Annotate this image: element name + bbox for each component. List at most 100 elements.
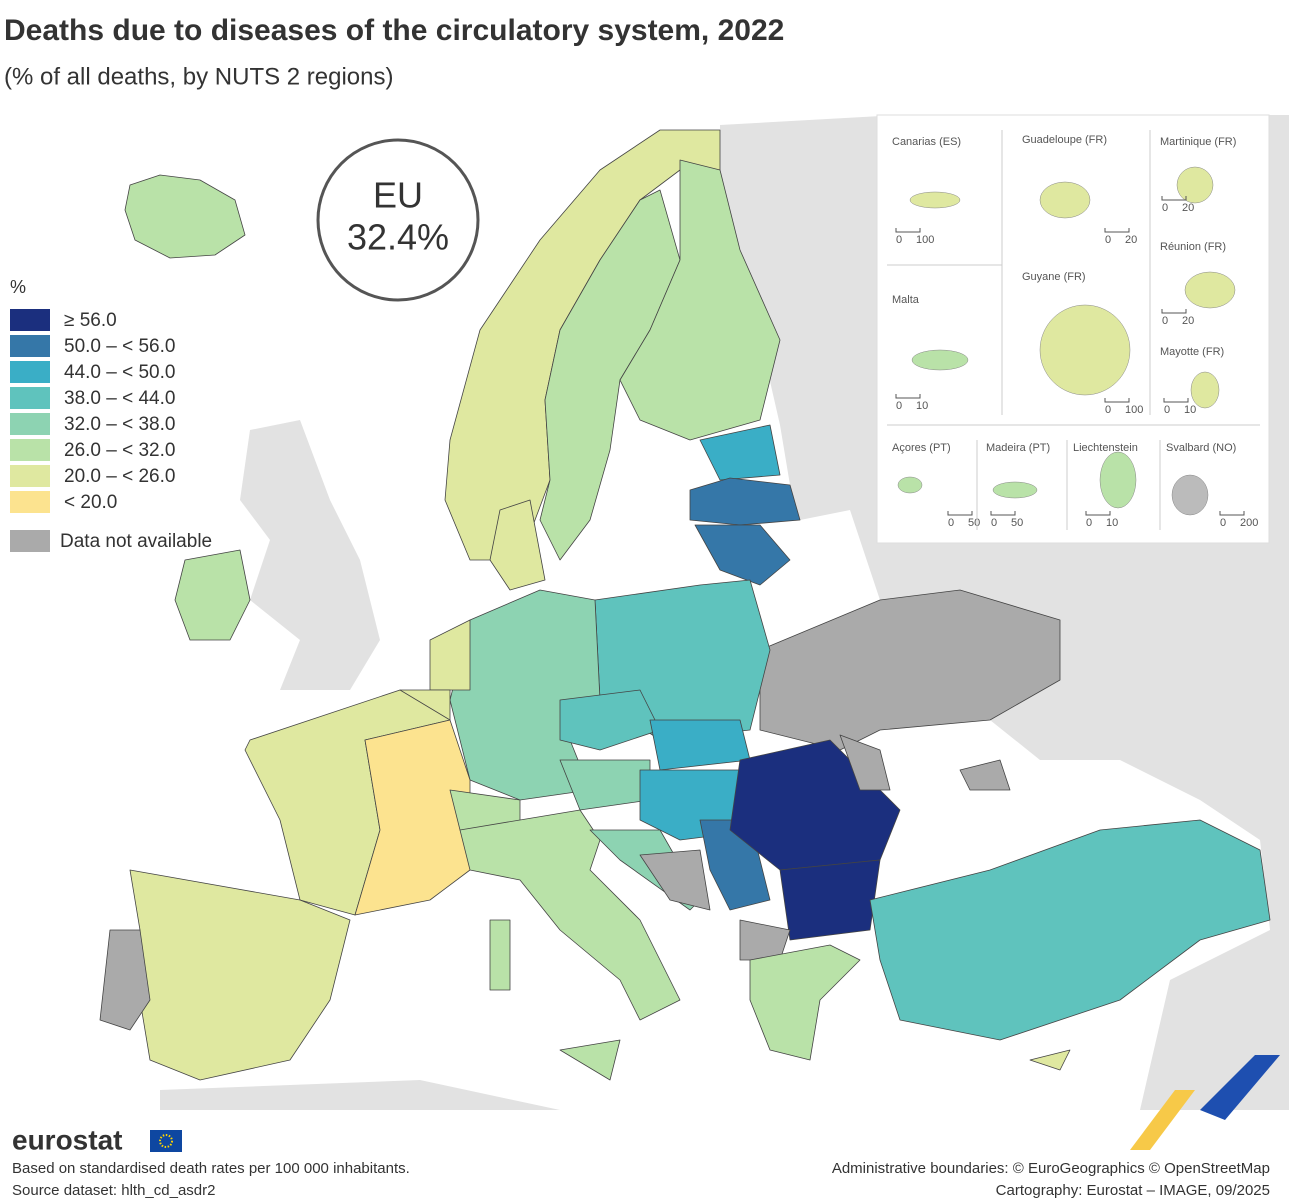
inset-region (1190, 371, 1220, 409)
badge-circle (316, 138, 480, 302)
land (240, 420, 380, 690)
legend-label: < 20.0 (64, 492, 117, 513)
legend-label: 38.0 – < 44.0 (64, 388, 175, 409)
region (489, 499, 546, 591)
legend-label: 20.0 – < 26.0 (64, 466, 175, 487)
region (559, 1039, 621, 1081)
inset-title: Canarias (ES) (892, 136, 961, 148)
scale-label: 0 (1162, 315, 1168, 327)
region (489, 919, 511, 991)
region (749, 944, 861, 1061)
inset-title: Guadeloupe (FR) (1022, 134, 1107, 146)
inset-region (1039, 304, 1131, 396)
legend-swatch (10, 335, 50, 357)
scale-label: 50 (1011, 517, 1023, 529)
decoration (1130, 1090, 1195, 1150)
legend-swatch (10, 491, 50, 513)
inset-region (897, 476, 923, 494)
scale-bar (1104, 228, 1130, 233)
legend-unit: % (10, 277, 26, 297)
footer-credit: Administrative boundaries: © EuroGeograp… (832, 1160, 1270, 1177)
footer-source: Source dataset: hlth_cd_asdr2 (12, 1182, 215, 1199)
region (174, 549, 251, 641)
inset-title: Malta (892, 294, 920, 306)
legend-label: 26.0 – < 32.0 (64, 440, 175, 461)
scale-bar (990, 511, 1016, 516)
scale-label: 0 (896, 400, 902, 412)
legend-swatch (10, 439, 50, 461)
inset-title: Réunion (FR) (1160, 241, 1226, 253)
scale-label: 0 (1086, 517, 1092, 529)
title: Deaths due to diseases of the circulator… (4, 14, 784, 47)
region (99, 929, 151, 1031)
inset-region (1099, 451, 1137, 509)
legend-label: Data not available (60, 531, 212, 552)
legend-swatch (10, 465, 50, 487)
inset-title: Madeira (PT) (986, 442, 1050, 454)
eu-stars (159, 1134, 173, 1148)
region (869, 819, 1271, 1041)
inset-region (1184, 271, 1236, 309)
scale-label: 20 (1125, 234, 1137, 246)
region (124, 174, 246, 259)
scale-bar (1163, 398, 1189, 403)
legend-label: 32.0 – < 38.0 (64, 414, 175, 435)
inset-region (992, 481, 1038, 499)
footer-note: Based on standardised death rates per 10… (12, 1160, 410, 1177)
inset-title: Guyane (FR) (1022, 271, 1086, 283)
scale-label: 0 (1105, 234, 1111, 246)
subtitle: (% of all deaths, by NUTS 2 regions) (4, 63, 394, 90)
legend-label: ≥ 56.0 (64, 310, 117, 331)
legend-swatch (10, 309, 50, 331)
eu-flag (150, 1130, 182, 1152)
scale-label: 10 (1106, 517, 1118, 529)
inset-title: Martinique (FR) (1160, 136, 1236, 148)
region (689, 477, 801, 526)
scale-label: 0 (1220, 517, 1226, 529)
region (1029, 1049, 1071, 1071)
legend-label: 50.0 – < 56.0 (64, 336, 175, 357)
scale-label: 20 (1182, 202, 1194, 214)
legend-swatch (10, 530, 50, 552)
region (354, 719, 471, 916)
badge-label: EU (373, 175, 423, 216)
inset-region (1171, 474, 1209, 516)
scale-label: 0 (991, 517, 997, 529)
scale-label: 200 (1240, 517, 1258, 529)
scale-label: 100 (1125, 404, 1143, 416)
legend-swatch (10, 413, 50, 435)
region (639, 849, 711, 911)
inset-region (909, 191, 961, 209)
decoration (1200, 1055, 1280, 1120)
logo: eurostat (12, 1124, 122, 1155)
inset-region (911, 349, 969, 371)
scale-label: 100 (916, 234, 934, 246)
inset-title: Liechtenstein (1073, 442, 1138, 454)
region (959, 759, 1011, 791)
footer-credit: Cartography: Eurostat – IMAGE, 09/2025 (996, 1182, 1270, 1199)
scale-bar (947, 511, 973, 516)
scale-label: 10 (916, 400, 928, 412)
region (559, 689, 661, 751)
land (160, 1080, 560, 1110)
region (759, 589, 1061, 751)
scale-bar (895, 228, 921, 233)
legend-swatch (10, 361, 50, 383)
scale-bar (1104, 398, 1130, 403)
scale-bar (1085, 511, 1111, 516)
scale-label: 0 (1164, 404, 1170, 416)
inset-title: Mayotte (FR) (1160, 346, 1224, 358)
region (839, 734, 891, 791)
scale-label: 0 (1105, 404, 1111, 416)
region (619, 159, 781, 441)
inset-title: Svalbard (NO) (1166, 442, 1236, 454)
inset-region (1039, 181, 1091, 219)
scale-bar (1219, 511, 1245, 516)
scale-label: 0 (1162, 202, 1168, 214)
scale-label: 50 (968, 517, 980, 529)
scale-label: 0 (896, 234, 902, 246)
region (429, 619, 471, 691)
scale-label: 20 (1182, 315, 1194, 327)
scale-bar (895, 394, 921, 399)
